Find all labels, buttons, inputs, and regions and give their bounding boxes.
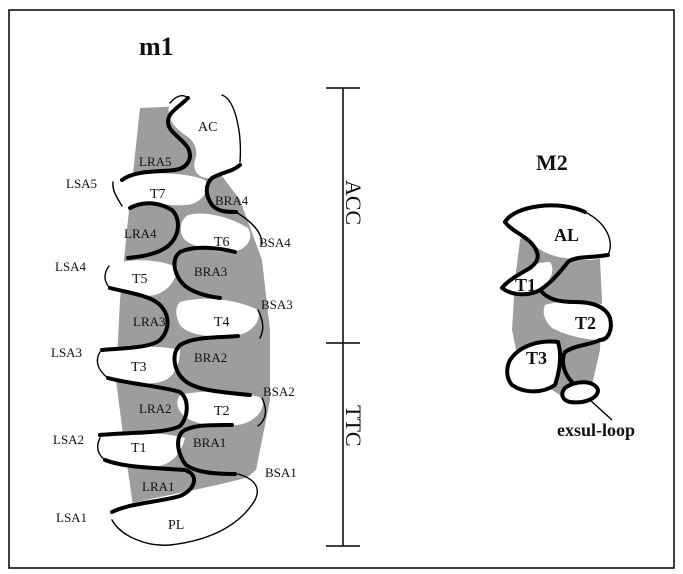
m1-outline-bra4: [204, 163, 242, 214]
m2-t1-shape: [502, 262, 553, 295]
m1-t2-shape: [177, 391, 263, 426]
scale-label-ttc: TTC: [341, 405, 366, 447]
m1-label-t3: T3: [131, 360, 147, 375]
m1-label-bra3: BRA3: [194, 264, 227, 279]
m1-outline-lra2: [98, 376, 189, 437]
m1-t7-shape: [113, 173, 208, 206]
m1-pl-shape: [112, 477, 259, 546]
m1-label-bsa1: BSA1: [265, 465, 297, 480]
section-scale: ACC TTC: [326, 87, 366, 547]
m1-label-t6: T6: [214, 235, 230, 250]
m2-label-al: AL: [554, 225, 579, 245]
m2-outline-front: [503, 203, 587, 224]
m1-t6-shape: [180, 213, 251, 252]
m1-label-ac: AC: [198, 120, 217, 135]
m2-outline-t2-lower: [561, 338, 602, 384]
m2-outline-al-rear: [503, 220, 540, 270]
m1-label-lra5: LRA5: [139, 154, 172, 169]
m1-label-bra1: BRA1: [193, 435, 226, 450]
m1-t3-shape: [97, 346, 180, 384]
m1-outline-lra5: [120, 96, 192, 182]
m1-label-bsa4: BSA4: [259, 235, 291, 250]
m2-outline-t3: [505, 339, 563, 394]
m1-outline-bra2: [172, 334, 252, 397]
m1-label-t1: T1: [131, 441, 147, 456]
m2-label-t2: T2: [575, 313, 596, 333]
m1-ac-shape: [168, 92, 239, 178]
m2-exsul-leader: [589, 399, 613, 421]
m2-t2-shape: [543, 301, 611, 340]
m2-label-t1: T1: [515, 275, 536, 295]
m1-label-lsa4: LSA4: [55, 259, 87, 274]
m1-label-t7: T7: [150, 187, 166, 202]
m2-title: M2: [536, 150, 568, 175]
m2-tooth: M2 AL T1 T2 T3 exsul-loop: [500, 150, 635, 440]
m2-outline-exsul: [560, 380, 600, 405]
m1-label-t4: T4: [214, 315, 230, 330]
m1-t1-shape: [97, 432, 185, 467]
m1-contour-buccal: [111, 94, 267, 546]
m2-exsul-shape: [562, 382, 598, 403]
m2-label-t3: T3: [526, 348, 547, 368]
m1-outline-lra4: [126, 201, 180, 260]
m1-label-bsa2: BSA2: [263, 384, 295, 399]
scale-label-acc: ACC: [341, 180, 366, 225]
m1-contour-lingual: [96, 95, 189, 461]
m1-label-lra3: LRA3: [133, 314, 166, 329]
m1-label-bra2: BRA2: [194, 350, 227, 365]
m1-label-lra2: LRA2: [139, 401, 172, 416]
m1-label-bra4: BRA4: [215, 193, 249, 208]
m1-label-lra4: LRA4: [124, 226, 157, 241]
m1-t5-shape: [104, 260, 178, 296]
m1-tooth: m1 AC LRA5 LSA5 T7 BRA4 LRA4 T6 B: [51, 32, 297, 546]
m1-label-t2: T2: [214, 404, 230, 419]
m1-outline-lra1: [103, 458, 196, 514]
m1-label-t5: T5: [132, 272, 148, 287]
m1-outline-lra3: [100, 286, 170, 352]
m1-label-pl: PL: [168, 518, 184, 533]
m1-t4-shape: [176, 298, 259, 337]
m1-label-lsa1: LSA1: [56, 510, 87, 525]
m1-label-lra1: LRA1: [142, 479, 175, 494]
m1-outline-bra1: [176, 422, 237, 476]
m1-label-bsa3: BSA3: [261, 297, 293, 312]
m1-label-lsa3: LSA3: [51, 345, 82, 360]
m2-contour-right: [584, 211, 611, 256]
m2-label-exsul: exsul-loop: [557, 420, 635, 440]
m1-label-lsa2: LSA2: [53, 432, 84, 447]
m1-outline-bra3: [172, 245, 237, 300]
m2-t3-shape: [507, 341, 562, 392]
m1-title: m1: [139, 32, 174, 61]
m1-label-lsa5: LSA5: [66, 176, 97, 191]
m2-outline-t2: [538, 288, 613, 342]
m2-al-shape: [505, 205, 611, 260]
